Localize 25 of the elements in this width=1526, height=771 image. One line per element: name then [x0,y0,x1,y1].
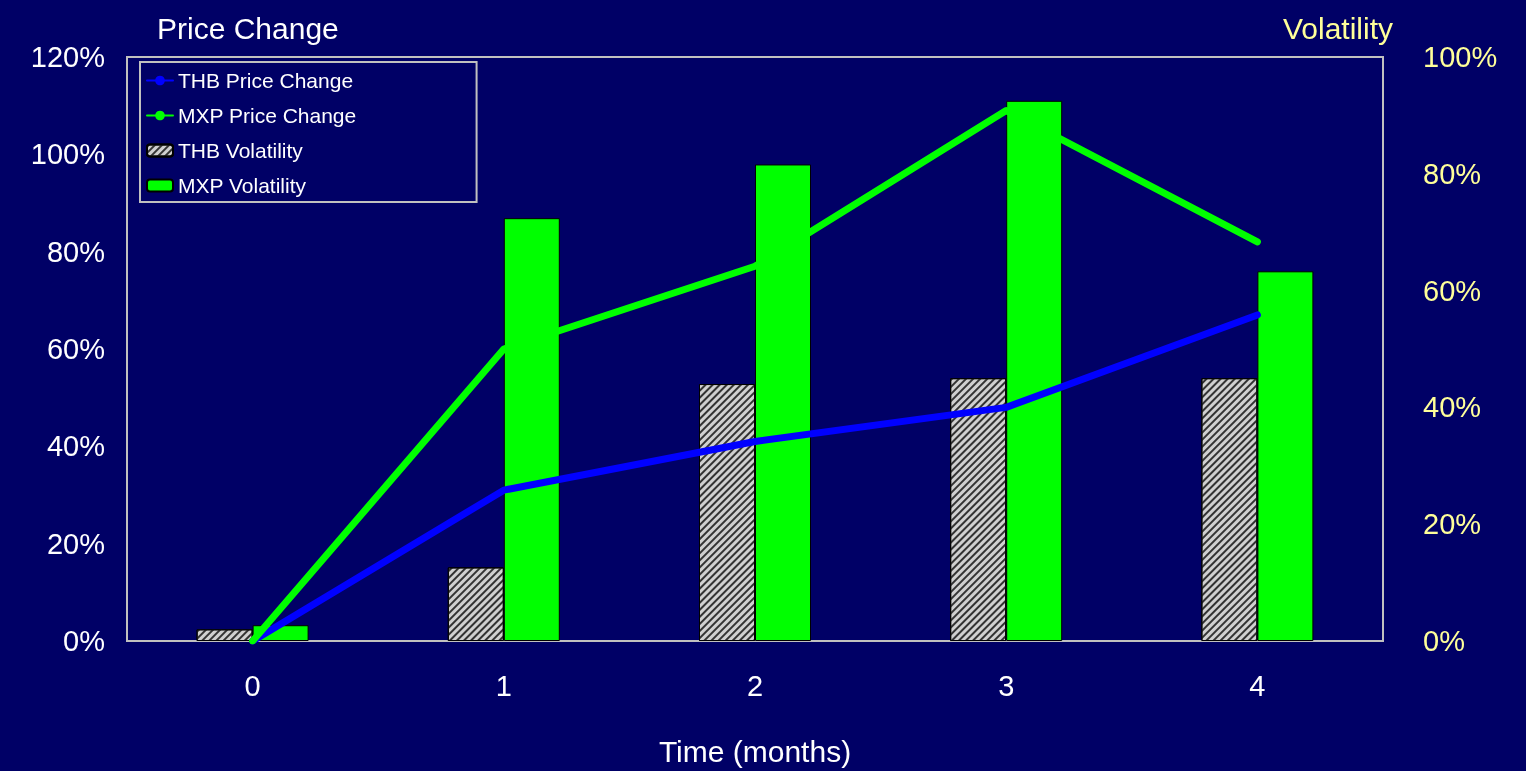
y-tick-label: 120% [30,41,105,73]
x-tick-label: 3 [998,669,1015,702]
legend-label: THB Price Change [178,69,354,92]
y-tick-label: 100% [30,138,105,171]
y2-tick-label: 40% [1423,391,1482,424]
y2-tick-label: 60% [1423,274,1482,307]
legend-label: THB Volatility [178,139,304,162]
x-tick-label: 0 [244,669,261,702]
legend-label: MXP Price Change [178,104,357,127]
x-tick-label: 1 [495,669,512,702]
y2-tick-label: 0% [1423,625,1465,657]
x-tick-label: 4 [1249,669,1266,702]
y2-tick-label: 80% [1423,157,1482,190]
x-tick-label: 2 [746,669,764,702]
y-tick-label: 60% [46,333,105,365]
y-tick-label: 20% [46,527,105,560]
y-tick-label: 80% [46,235,105,268]
y-tick-label: 40% [46,430,105,463]
y2-axis-title: Volatility [1282,11,1393,45]
y2-tick-label: 100% [1423,41,1498,73]
y2-tick-label: 20% [1423,508,1482,541]
x-axis-title: Time (months) [658,734,852,768]
legend-label: MXP Volatility [178,174,307,197]
y-axis-title: Price Change [157,11,339,45]
y-tick-label: 0% [63,625,105,657]
